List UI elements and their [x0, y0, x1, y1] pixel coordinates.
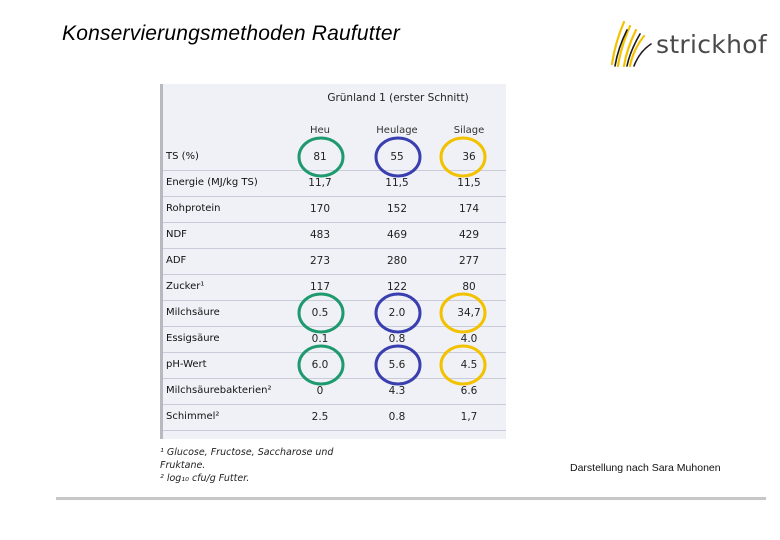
row-label: Schimmel²	[166, 411, 220, 422]
table-row: Milchsäure 0.5 2.0 34,7	[163, 300, 506, 327]
table-row: Zucker¹ 117 122 80	[163, 274, 506, 301]
slide-title: Konservierungsmethoden Raufutter	[62, 22, 400, 45]
table-row: pH-Wert 6.0 5.6 4.5	[163, 352, 506, 379]
row-label: Milchsäurebakterien²	[166, 385, 272, 396]
table-cell: 0.1	[311, 333, 329, 345]
table-cell: 277	[458, 255, 480, 267]
logo-wordmark: strickhof	[656, 30, 767, 59]
table-cell: 483	[309, 229, 331, 241]
table-cell: 6.6	[460, 385, 478, 397]
column-header-silage: Silage	[453, 125, 485, 136]
row-label: ADF	[166, 255, 187, 266]
column-header-heulage: Heulage	[376, 125, 418, 136]
table-cell: 1,7	[460, 411, 478, 423]
table-footnotes: ¹ Glucose, Fructose, Saccharose und Fruk…	[160, 446, 360, 485]
table-row: Milchsäurebakterien² 0 4.3 6.6	[163, 378, 506, 405]
table-cell: 174	[458, 203, 480, 215]
table-row: TS (%) 81 55 36	[163, 144, 506, 171]
table-cell: 55	[390, 151, 404, 163]
table-cell: 0.8	[388, 411, 406, 423]
table-cell: 4.3	[388, 385, 406, 397]
table-row: NDF 483 469 429	[163, 222, 506, 249]
table-cell: 6.0	[311, 359, 329, 371]
table-title: Grünland 1 (erster Schnitt)	[327, 92, 469, 104]
table-cell: 34,7	[457, 307, 481, 319]
table-row: Schimmel² 2.5 0.8 1,7	[163, 404, 506, 431]
table-cell: 152	[386, 203, 408, 215]
table-cell: 122	[386, 281, 408, 293]
table-cell: 117	[309, 281, 331, 293]
table-cell: 0	[316, 385, 324, 397]
row-label: Rohprotein	[166, 203, 221, 214]
table-row: ADF 273 280 277	[163, 248, 506, 275]
table-cell: 11,5	[457, 177, 481, 189]
table-row: Energie (MJ/kg TS) 11,7 11,5 11,5	[163, 170, 506, 197]
source-credit: Darstellung nach Sara Muhonen	[570, 462, 721, 474]
row-label: Milchsäure	[166, 307, 220, 318]
table-cell: 429	[458, 229, 480, 241]
row-label: Essigsäure	[166, 333, 220, 344]
table-cell: 11,5	[385, 177, 409, 189]
scan-edge-shadow	[160, 84, 163, 439]
bottom-divider	[56, 497, 766, 500]
footnote-2: ² log₁₀ cfu/g Futter.	[160, 473, 250, 484]
table-cell: 4.5	[460, 359, 478, 371]
strickhof-logo: strickhof	[606, 16, 767, 72]
row-label: Energie (MJ/kg TS)	[166, 177, 258, 188]
row-label: NDF	[166, 229, 187, 240]
row-label: Zucker¹	[166, 281, 205, 292]
row-label: pH-Wert	[166, 359, 207, 370]
row-label: TS (%)	[166, 151, 199, 162]
table-cell: 11,7	[308, 177, 332, 189]
footnote-1: ¹ Glucose, Fructose, Saccharose und Fruk…	[160, 447, 334, 471]
table-cell: 280	[386, 255, 408, 267]
table-cell: 5.6	[388, 359, 406, 371]
table-cell: 36	[462, 151, 476, 163]
table-row: Rohprotein 170 152 174	[163, 196, 506, 223]
scanned-table: Grünland 1 (erster Schnitt) Heu Heulage …	[160, 84, 506, 439]
table-cell: 81	[313, 151, 327, 163]
table-row: Essigsäure 0.1 0.8 4.0	[163, 326, 506, 353]
table-cell: 0.8	[388, 333, 406, 345]
grass-blades-icon	[610, 20, 652, 68]
table-cell: 2.5	[311, 411, 329, 423]
table-cell: 2.0	[388, 307, 406, 319]
table-cell: 80	[462, 281, 476, 293]
table-cell: 4.0	[460, 333, 478, 345]
table-cell: 0.5	[311, 307, 329, 319]
table-cell: 170	[309, 203, 331, 215]
column-header-heu: Heu	[309, 125, 330, 136]
table-cell: 273	[309, 255, 331, 267]
table-cell: 469	[386, 229, 408, 241]
